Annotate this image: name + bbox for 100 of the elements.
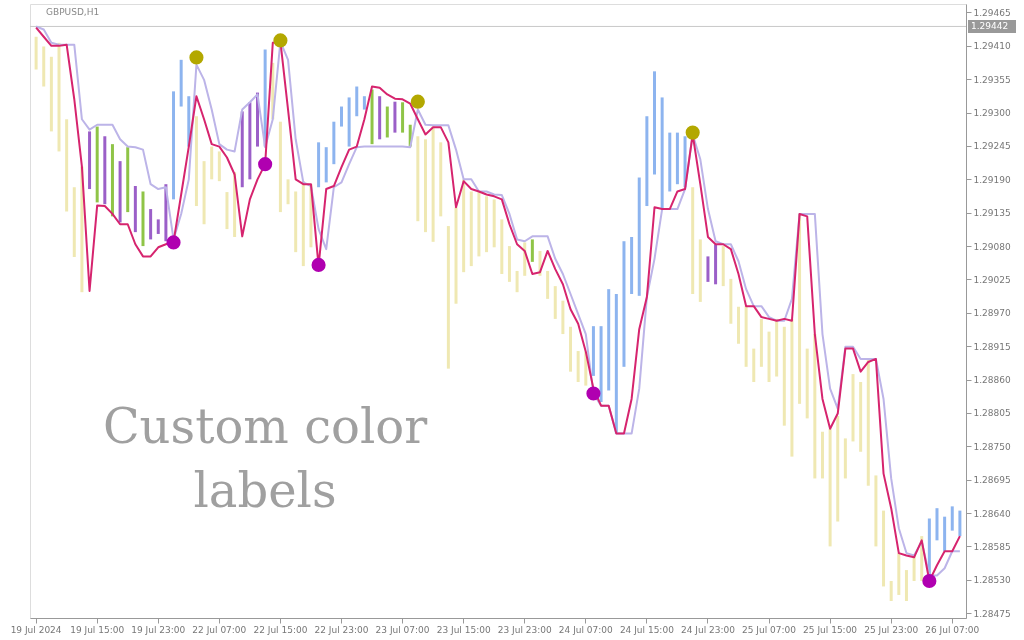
- bar: [515, 270, 519, 293]
- bar: [194, 116, 198, 207]
- bar: [301, 181, 305, 267]
- x-tick-label: 24 Jul 15:00: [619, 624, 675, 635]
- y-tick-label: 1.28640: [973, 508, 1011, 519]
- x-tick-label: 22 Jul 07:00: [192, 624, 247, 635]
- y-tick-label: 1.28585: [973, 541, 1011, 552]
- annotation: Custom color labels: [102, 398, 428, 518]
- bar: [88, 131, 92, 190]
- bar: [607, 289, 611, 391]
- point: [311, 257, 326, 272]
- bar: [553, 286, 557, 319]
- bar: [65, 119, 69, 212]
- bar: [530, 239, 534, 262]
- bar: [49, 56, 53, 132]
- bar: [225, 192, 229, 230]
- bar: [248, 102, 252, 180]
- bar: [614, 294, 618, 434]
- bar: [439, 142, 443, 217]
- bar: [370, 89, 374, 145]
- bar: [431, 126, 435, 242]
- bar: [820, 431, 824, 479]
- bar: [759, 318, 763, 367]
- bar: [72, 187, 76, 257]
- bar: [500, 219, 504, 274]
- x-tick-label: 22 Jul 15:00: [253, 624, 308, 635]
- bar: [805, 348, 809, 419]
- bar: [546, 270, 550, 299]
- bar: [828, 428, 832, 547]
- x-tick-label: 19 Jul 2024: [10, 624, 62, 635]
- bar: [943, 516, 947, 552]
- bar: [110, 144, 114, 217]
- bar: [454, 207, 458, 304]
- bar: [393, 101, 397, 133]
- bar: [95, 126, 99, 203]
- bar: [591, 326, 595, 376]
- x-tick-label: 26 Jul 07:00: [925, 624, 980, 635]
- point: [189, 50, 204, 65]
- bar: [469, 191, 473, 267]
- bar: [240, 111, 244, 188]
- point: [922, 573, 937, 589]
- x-tick-label: 19 Jul 15:00: [70, 624, 125, 635]
- bar: [752, 348, 756, 382]
- bar: [172, 91, 176, 200]
- y-tick-label: 1.29135: [973, 208, 1011, 219]
- point: [586, 386, 601, 401]
- bar: [278, 121, 282, 213]
- bar: [401, 102, 405, 133]
- bar: [576, 351, 580, 382]
- bar: [798, 213, 802, 404]
- bar: [935, 508, 939, 541]
- bar: [416, 136, 420, 222]
- bar: [492, 199, 496, 248]
- y-tick-label: 1.28805: [973, 408, 1011, 419]
- x-tick-label: 24 Jul 07:00: [558, 624, 614, 635]
- y-tick-label: 1.29300: [973, 108, 1011, 119]
- bar: [103, 136, 107, 205]
- bar: [653, 71, 657, 175]
- bar: [882, 510, 886, 587]
- bar: [775, 318, 779, 377]
- y-tick-label: 1.28475: [973, 608, 1011, 619]
- point: [685, 125, 700, 140]
- bar: [904, 570, 908, 602]
- bar: [133, 186, 137, 233]
- y-tick-label: 1.29355: [973, 74, 1011, 85]
- bar: [660, 97, 664, 210]
- bar: [866, 358, 870, 486]
- bar: [782, 326, 786, 426]
- bar: [149, 209, 153, 240]
- bar: [80, 166, 84, 293]
- y-tick-label: 1.29245: [973, 141, 1011, 152]
- point: [410, 94, 425, 109]
- y-tick-label: 1.28915: [973, 341, 1011, 352]
- bar: [385, 106, 389, 138]
- bar: [378, 96, 382, 140]
- bar: [569, 326, 573, 372]
- x-tick-label: 23 Jul 07:00: [375, 624, 430, 635]
- bar: [324, 147, 328, 183]
- bar: [286, 179, 290, 205]
- point: [273, 33, 288, 48]
- bar: [859, 381, 863, 452]
- bar: [485, 196, 489, 253]
- x-tick-label: 23 Jul 15:00: [436, 624, 491, 635]
- y-tick-label: 1.29410: [973, 41, 1011, 52]
- bar: [721, 246, 725, 287]
- bar: [561, 300, 565, 335]
- point: [166, 235, 181, 250]
- x-tick-label: 24 Jul 23:00: [680, 624, 736, 635]
- bar: [423, 139, 427, 233]
- bar: [294, 191, 298, 253]
- y-tick-label: 1.29025: [973, 274, 1011, 285]
- bar: [790, 318, 794, 457]
- y-tick-label: 1.29465: [973, 7, 1011, 18]
- bar: [851, 374, 855, 442]
- bar: [362, 96, 366, 110]
- bar: [645, 116, 649, 207]
- bar: [141, 191, 145, 247]
- bar: [202, 161, 206, 225]
- y-tick-label: 1.28750: [973, 441, 1011, 452]
- bar: [736, 306, 740, 344]
